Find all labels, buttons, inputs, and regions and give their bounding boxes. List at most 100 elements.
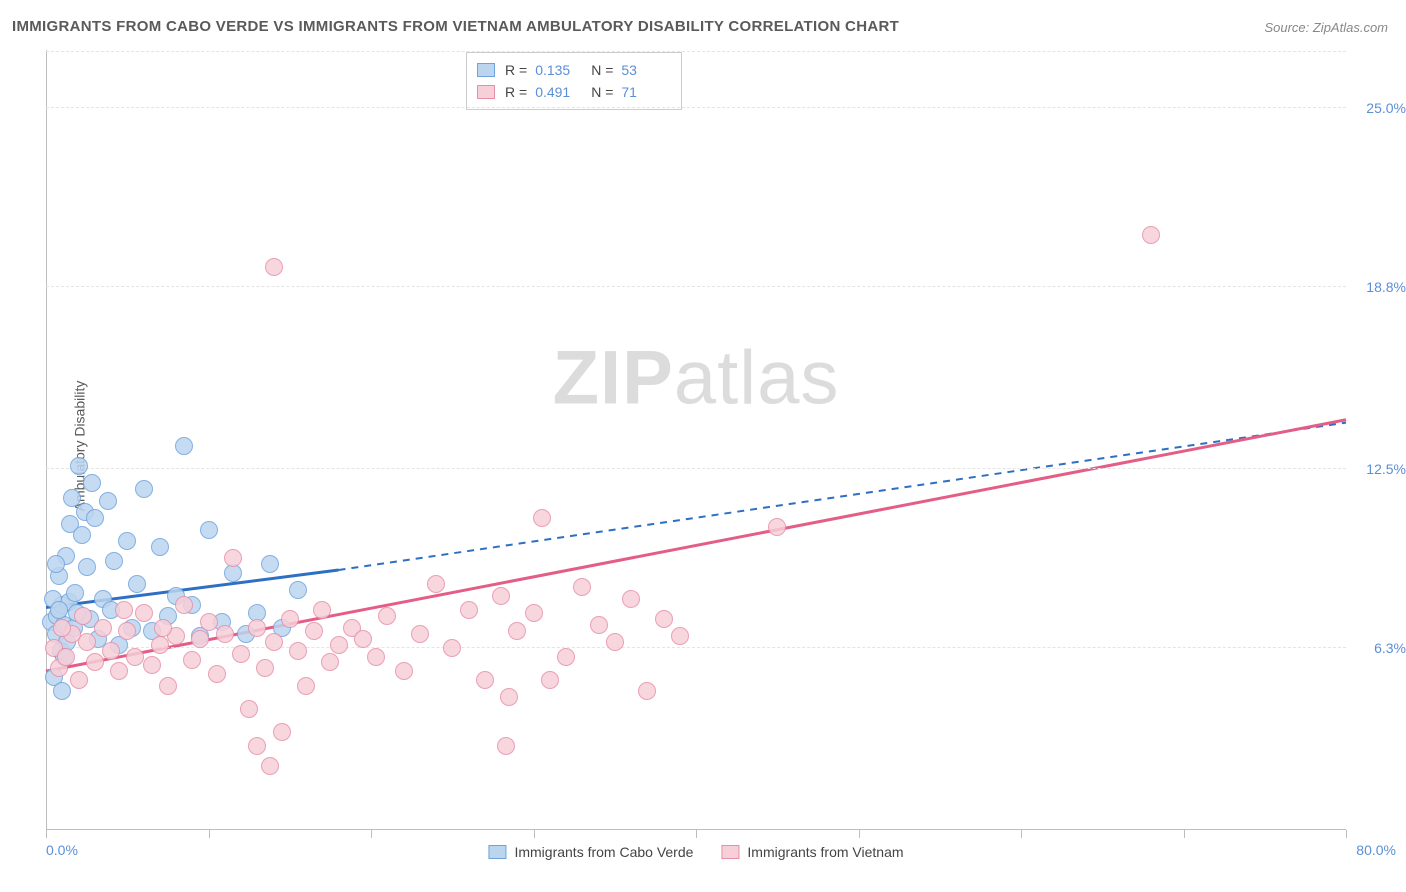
data-point <box>74 607 92 625</box>
data-point <box>128 575 146 593</box>
gridline <box>46 286 1346 287</box>
data-point <box>78 633 96 651</box>
data-point <box>411 625 429 643</box>
x-tick <box>1346 830 1347 838</box>
x-tick <box>1184 830 1185 838</box>
data-point <box>248 619 266 637</box>
data-point <box>86 653 104 671</box>
data-point <box>53 619 71 637</box>
y-tick-label: 6.3% <box>1351 640 1406 656</box>
data-point <box>273 723 291 741</box>
data-point <box>86 509 104 527</box>
data-point <box>115 601 133 619</box>
legend-swatch <box>477 63 495 77</box>
x-tick <box>859 830 860 838</box>
data-point <box>261 757 279 775</box>
legend-series-label: Immigrants from Vietnam <box>747 844 903 860</box>
legend-stats: R =0.135N =53R =0.491N =71 <box>466 52 682 110</box>
legend-r-value: 0.135 <box>535 59 581 81</box>
data-point <box>248 737 266 755</box>
data-point <box>50 601 68 619</box>
x-tick <box>209 830 210 838</box>
legend-r-label: R = <box>505 81 527 103</box>
legend-n-label: N = <box>591 59 613 81</box>
data-point <box>500 688 518 706</box>
legend-stats-row: R =0.491N =71 <box>477 81 667 103</box>
data-point <box>135 604 153 622</box>
legend-series: Immigrants from Cabo Verde Immigrants fro… <box>488 844 903 860</box>
data-point <box>118 532 136 550</box>
data-point <box>367 648 385 666</box>
legend-n-value: 71 <box>621 81 667 103</box>
data-point <box>671 627 689 645</box>
legend-n-value: 53 <box>621 59 667 81</box>
data-point <box>175 437 193 455</box>
data-point <box>476 671 494 689</box>
data-point <box>378 607 396 625</box>
data-point <box>183 651 201 669</box>
data-point <box>289 581 307 599</box>
data-point <box>541 671 559 689</box>
data-point <box>321 653 339 671</box>
data-point <box>200 521 218 539</box>
data-point <box>208 665 226 683</box>
data-point <box>110 662 128 680</box>
data-point <box>102 642 120 660</box>
data-point <box>105 552 123 570</box>
data-point <box>297 677 315 695</box>
data-point <box>427 575 445 593</box>
data-point <box>200 613 218 631</box>
data-point <box>525 604 543 622</box>
data-point <box>1142 226 1160 244</box>
data-point <box>265 258 283 276</box>
data-point <box>191 630 209 648</box>
legend-r-label: R = <box>505 59 527 81</box>
data-point <box>330 636 348 654</box>
data-point <box>73 526 91 544</box>
data-point <box>70 671 88 689</box>
data-point <box>622 590 640 608</box>
plot-area: ZIPatlas R =0.135N =53R =0.491N =71 0.0%… <box>46 50 1346 830</box>
data-point <box>175 596 193 614</box>
gridline <box>46 107 1346 108</box>
data-point <box>159 677 177 695</box>
data-point <box>63 489 81 507</box>
data-point <box>533 509 551 527</box>
data-point <box>395 662 413 680</box>
legend-n-label: N = <box>591 81 613 103</box>
data-point <box>232 645 250 663</box>
data-point <box>313 601 331 619</box>
x-tick <box>371 830 372 838</box>
data-point <box>57 648 75 666</box>
data-point <box>47 555 65 573</box>
data-point <box>573 578 591 596</box>
legend-series-label: Immigrants from Cabo Verde <box>514 844 693 860</box>
x-axis-max-label: 80.0% <box>1356 842 1396 858</box>
data-point <box>281 610 299 628</box>
data-point <box>768 518 786 536</box>
data-point <box>94 619 112 637</box>
data-point <box>261 555 279 573</box>
data-point <box>508 622 526 640</box>
gridline <box>46 51 1346 52</box>
data-point <box>154 619 172 637</box>
data-point <box>497 737 515 755</box>
data-point <box>460 601 478 619</box>
data-point <box>305 622 323 640</box>
data-point <box>151 636 169 654</box>
data-point <box>638 682 656 700</box>
data-point <box>126 648 144 666</box>
data-point <box>354 630 372 648</box>
data-point <box>655 610 673 628</box>
data-point <box>256 659 274 677</box>
x-tick <box>46 830 47 838</box>
legend-swatch <box>721 845 739 859</box>
legend-swatch <box>477 85 495 99</box>
legend-stats-row: R = 0.135 N = 53 <box>477 59 667 81</box>
y-tick-label: 12.5% <box>1351 461 1406 477</box>
x-tick <box>1021 830 1022 838</box>
data-point <box>265 633 283 651</box>
y-tick-label: 18.8% <box>1351 279 1406 295</box>
data-point <box>606 633 624 651</box>
data-point <box>66 584 84 602</box>
